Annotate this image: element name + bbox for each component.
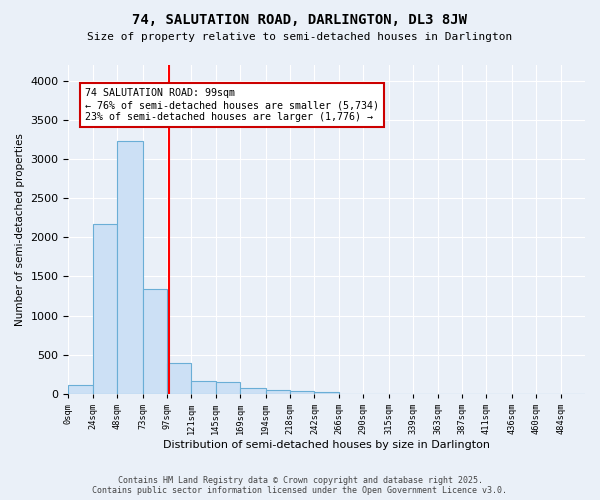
Bar [93,224,117,394]
Bar [314,392,339,394]
Bar [191,382,216,394]
Text: 74, SALUTATION ROAD, DARLINGTON, DL3 8JW: 74, SALUTATION ROAD, DARLINGTON, DL3 8JW [133,12,467,26]
Bar [266,390,290,394]
X-axis label: Distribution of semi-detached houses by size in Darlington: Distribution of semi-detached houses by … [163,440,490,450]
Bar [290,391,314,394]
Text: Size of property relative to semi-detached houses in Darlington: Size of property relative to semi-detach… [88,32,512,42]
Bar [240,388,266,394]
Bar [117,141,143,394]
Text: 74 SALUTATION ROAD: 99sqm
← 76% of semi-detached houses are smaller (5,734)
23% : 74 SALUTATION ROAD: 99sqm ← 76% of semi-… [85,88,379,122]
Bar [143,289,167,394]
Bar [167,362,191,394]
Text: Contains HM Land Registry data © Crown copyright and database right 2025.
Contai: Contains HM Land Registry data © Crown c… [92,476,508,495]
Y-axis label: Number of semi-detached properties: Number of semi-detached properties [15,133,25,326]
Bar [68,386,93,394]
Bar [216,382,240,394]
